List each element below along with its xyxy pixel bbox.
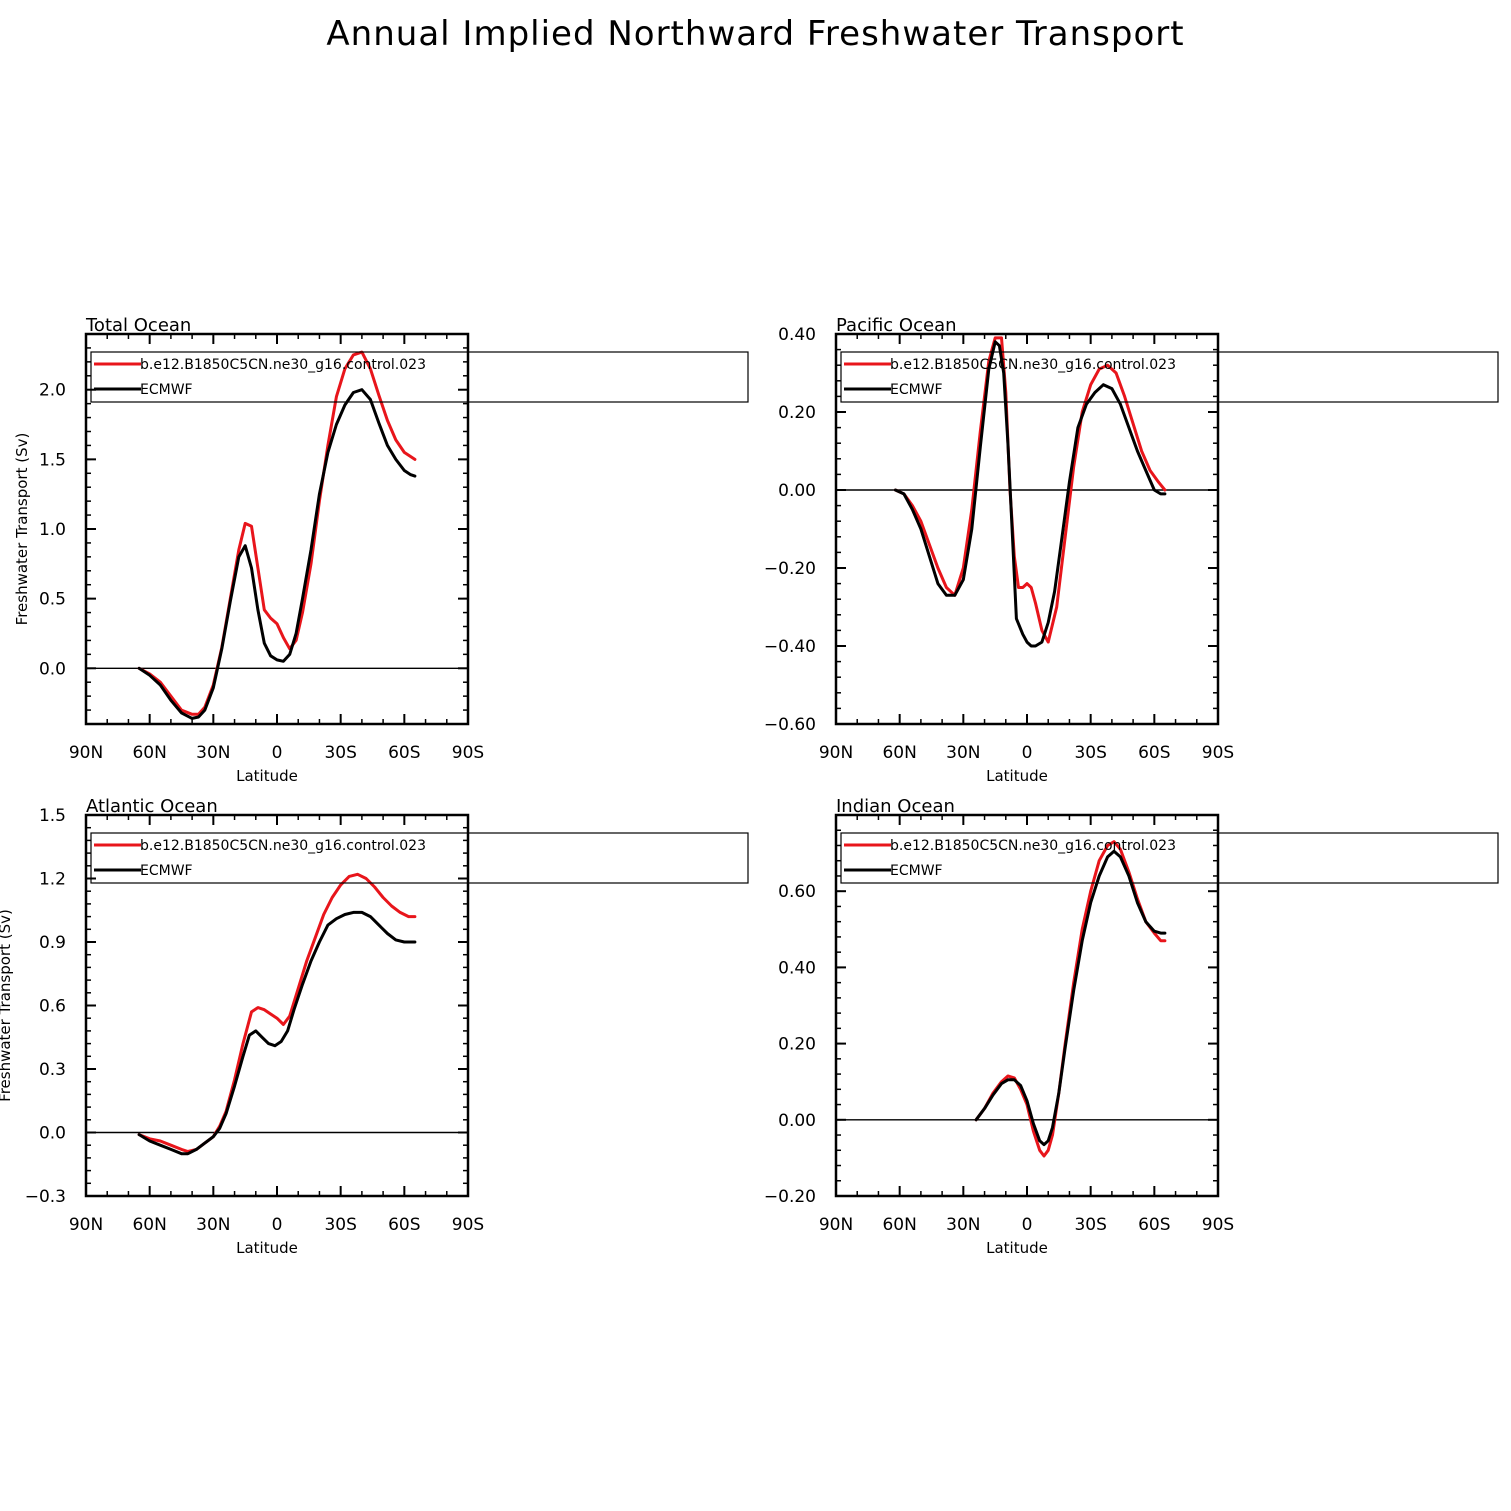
indian-ocean-y-tick-label: 0.40 <box>778 958 816 978</box>
total-ocean-series-model-line <box>137 350 417 716</box>
atlantic-ocean-y-axis-label: Freshwater Transport (Sv) <box>0 909 14 1102</box>
total-ocean-x-tick-label: 30N <box>196 743 230 763</box>
pacific-ocean-legend-label-ecmwf: ECMWF <box>890 382 943 398</box>
total-ocean-x-tick-label: 90N <box>69 743 103 763</box>
pacific-ocean-x-tick-label: 30S <box>1074 743 1106 763</box>
indian-ocean-x-tick-label: 90N <box>819 1215 853 1235</box>
atlantic-ocean-series-ecmwf-line <box>137 910 417 1156</box>
atlantic-ocean-panel-title: Atlantic Ocean <box>86 796 218 817</box>
total-ocean-x-axis-label: Latitude <box>236 767 298 785</box>
atlantic-ocean-y-tick-label: 0.6 <box>39 997 66 1017</box>
atlantic-ocean-x-tick-label: 0 <box>272 1215 283 1235</box>
atlantic-ocean-x-axis-label: Latitude <box>236 1239 298 1257</box>
atlantic-ocean-y-tick-label: 0.3 <box>39 1060 66 1080</box>
indian-ocean-x-tick-label: 90S <box>1202 1215 1234 1235</box>
pacific-ocean-panel-title: Pacific Ocean <box>836 315 957 336</box>
pacific-ocean-y-tick-label: −0.60 <box>764 715 816 735</box>
pacific-ocean-y-tick-label: 0.40 <box>778 325 816 345</box>
pacific-ocean-y-tick-label: −0.40 <box>764 637 816 657</box>
atlantic-ocean-x-tick-label: 30S <box>324 1215 356 1235</box>
indian-ocean-legend-label-ecmwf: ECMWF <box>890 863 943 879</box>
indian-ocean-x-tick-label: 60N <box>882 1215 916 1235</box>
atlantic-ocean-legend-box <box>90 832 749 884</box>
atlantic-ocean-x-tick-label: 90N <box>69 1215 103 1235</box>
total-ocean-legend-label-ecmwf: ECMWF <box>140 382 193 398</box>
atlantic-ocean-x-tick-label: 60S <box>388 1215 420 1235</box>
pacific-ocean-x-tick-label: 0 <box>1022 743 1033 763</box>
atlantic-ocean-x-tick-label: 90S <box>452 1215 484 1235</box>
pacific-ocean-x-tick-label: 60S <box>1138 743 1170 763</box>
indian-ocean-panel-title: Indian Ocean <box>836 796 955 817</box>
pacific-ocean-y-tick-label: 0.20 <box>778 403 816 423</box>
indian-ocean-y-tick-label: 0.00 <box>778 1111 816 1131</box>
total-ocean-y-tick-label: 1.5 <box>39 450 66 470</box>
pacific-ocean-x-tick-label: 90N <box>819 743 853 763</box>
total-ocean-x-tick-label: 30S <box>324 743 356 763</box>
pacific-ocean-series-ecmwf-line <box>893 340 1167 648</box>
indian-ocean-legend-box <box>840 832 1499 884</box>
indian-ocean-x-tick-label: 30S <box>1074 1215 1106 1235</box>
indian-ocean-series-model-line <box>974 840 1167 1158</box>
pacific-ocean-series-model-line <box>893 336 1167 644</box>
total-ocean-x-tick-label: 60S <box>388 743 420 763</box>
atlantic-ocean-legend-label-model: b.e12.B1850C5CN.ne30_g16.control.023 <box>140 838 426 854</box>
total-ocean-panel-title: Total Ocean <box>85 315 191 336</box>
atlantic-ocean-x-tick-label: 30N <box>196 1215 230 1235</box>
pacific-ocean-x-tick-label: 90S <box>1202 743 1234 763</box>
indian-ocean-x-tick-label: 30N <box>946 1215 980 1235</box>
pacific-ocean-x-tick-label: 60N <box>882 743 916 763</box>
atlantic-ocean-x-tick-label: 60N <box>132 1215 166 1235</box>
pacific-ocean-y-tick-label: −0.20 <box>764 559 816 579</box>
indian-ocean-legend-label-model: b.e12.B1850C5CN.ne30_g16.control.023 <box>890 838 1176 854</box>
pacific-ocean-x-axis-label: Latitude <box>986 767 1048 785</box>
total-ocean-x-tick-label: 90S <box>452 743 484 763</box>
total-ocean-x-tick-label: 0 <box>272 743 283 763</box>
indian-ocean-x-axis-label: Latitude <box>986 1239 1048 1257</box>
total-ocean-y-tick-label: 0.0 <box>39 659 66 679</box>
indian-ocean-y-tick-label: 0.20 <box>778 1035 816 1055</box>
atlantic-ocean-y-tick-label: 1.2 <box>39 870 66 890</box>
pacific-ocean-y-tick-label: 0.00 <box>778 481 816 501</box>
page-title: Annual Implied Northward Freshwater Tran… <box>326 14 1185 54</box>
pacific-ocean-x-tick-label: 30N <box>946 743 980 763</box>
atlantic-ocean-y-tick-label: 0.9 <box>39 933 66 953</box>
atlantic-ocean-y-tick-label: 1.5 <box>39 806 66 826</box>
total-ocean-legend-box <box>90 351 749 403</box>
pacific-ocean-legend-box <box>840 351 1499 403</box>
indian-ocean-x-tick-label: 60S <box>1138 1215 1170 1235</box>
indian-ocean-x-tick-label: 0 <box>1022 1215 1033 1235</box>
total-ocean-y-tick-label: 1.0 <box>39 520 66 540</box>
atlantic-ocean-legend-label-ecmwf: ECMWF <box>140 863 193 879</box>
total-ocean-y-tick-label: 0.5 <box>39 590 66 610</box>
total-ocean-x-tick-label: 60N <box>132 743 166 763</box>
total-ocean-y-axis-label: Freshwater Transport (Sv) <box>13 433 31 626</box>
indian-ocean-y-tick-label: −0.20 <box>764 1187 816 1207</box>
total-ocean-y-tick-label: 2.0 <box>39 381 66 401</box>
indian-ocean-y-tick-label: 0.60 <box>778 882 816 902</box>
atlantic-ocean-y-tick-label: 0.0 <box>39 1124 66 1144</box>
total-ocean-series-ecmwf-line <box>137 388 417 720</box>
total-ocean-legend-label-model: b.e12.B1850C5CN.ne30_g16.control.023 <box>140 357 426 373</box>
indian-ocean-series-ecmwf-line <box>974 849 1167 1147</box>
pacific-ocean-legend-label-model: b.e12.B1850C5CN.ne30_g16.control.023 <box>890 357 1176 373</box>
atlantic-ocean-y-tick-label: −0.3 <box>25 1187 66 1207</box>
